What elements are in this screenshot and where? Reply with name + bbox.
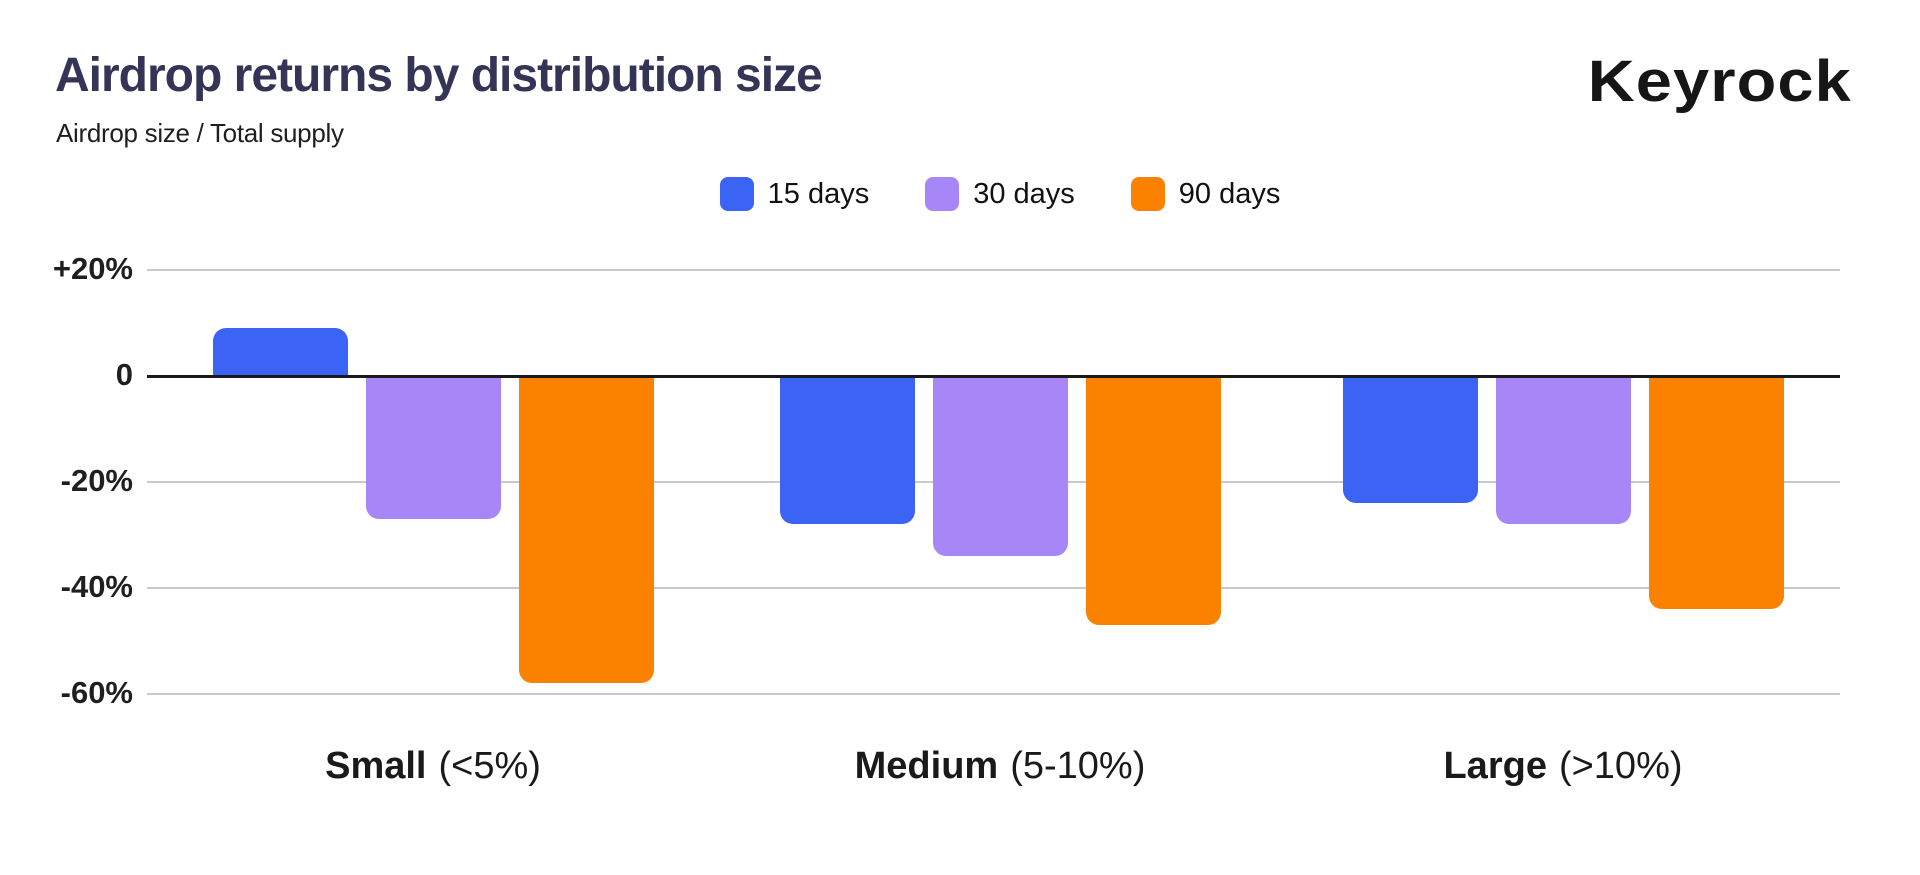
gridline-20	[147, 269, 1840, 271]
bar-small-30-days	[365, 376, 501, 520]
bar-large-30-days	[1495, 376, 1631, 525]
category-qualifier-large: (>10%)	[1558, 745, 1683, 787]
bar-medium-30-days	[932, 376, 1068, 557]
category-qualifier-small: (<5%)	[438, 745, 541, 787]
gridline-60	[147, 693, 1840, 695]
bar-large-15-days	[1342, 376, 1478, 504]
legend-swatch-30-days	[925, 177, 960, 211]
y-axis-tick-20: -20%	[60, 463, 133, 498]
bar-medium-15-days	[779, 376, 915, 525]
legend-item-30-days: 30 days	[925, 177, 1075, 211]
bar-medium-90-days	[1085, 376, 1221, 626]
y-axis-tick-60: -60%	[60, 675, 133, 710]
page-title: Airdrop returns by distribution size	[55, 49, 823, 102]
legend-item-15-days: 15 days	[719, 177, 870, 211]
keyrock-logo: Keyrock	[1587, 49, 1852, 114]
gridline-40	[147, 587, 1840, 589]
bar-small-15-days	[212, 328, 348, 376]
y-axis-tick-20: +20%	[52, 251, 133, 286]
chart-legend: 15 days 30 days 90 days	[80, 174, 1920, 214]
category-name-small: Small	[325, 745, 427, 787]
legend-label-15-days: 15 days	[767, 177, 870, 210]
category-name-large: Large	[1443, 745, 1547, 787]
legend-item-90-days: 90 days	[1130, 177, 1281, 211]
bar-small-90-days	[518, 376, 654, 684]
category-label-medium: Medium (5-10%)	[740, 745, 1260, 788]
legend-label-30-days: 30 days	[973, 177, 1075, 210]
category-name-medium: Medium	[854, 745, 999, 787]
y-axis-tick-40: -40%	[60, 569, 133, 604]
zero-axis-line	[147, 374, 1840, 378]
bar-large-90-days	[1648, 376, 1784, 610]
category-qualifier-medium: (5-10%)	[1010, 745, 1146, 787]
legend-swatch-90-days	[1130, 177, 1165, 211]
category-label-small: Small (<5%)	[173, 745, 693, 788]
y-axis-tick-0: 0	[115, 357, 133, 392]
page-subtitle: Airdrop size / Total supply	[56, 118, 344, 148]
legend-swatch-15-days	[719, 177, 754, 211]
legend-label-90-days: 90 days	[1178, 177, 1281, 210]
category-label-large: Large (>10%)	[1303, 745, 1823, 788]
